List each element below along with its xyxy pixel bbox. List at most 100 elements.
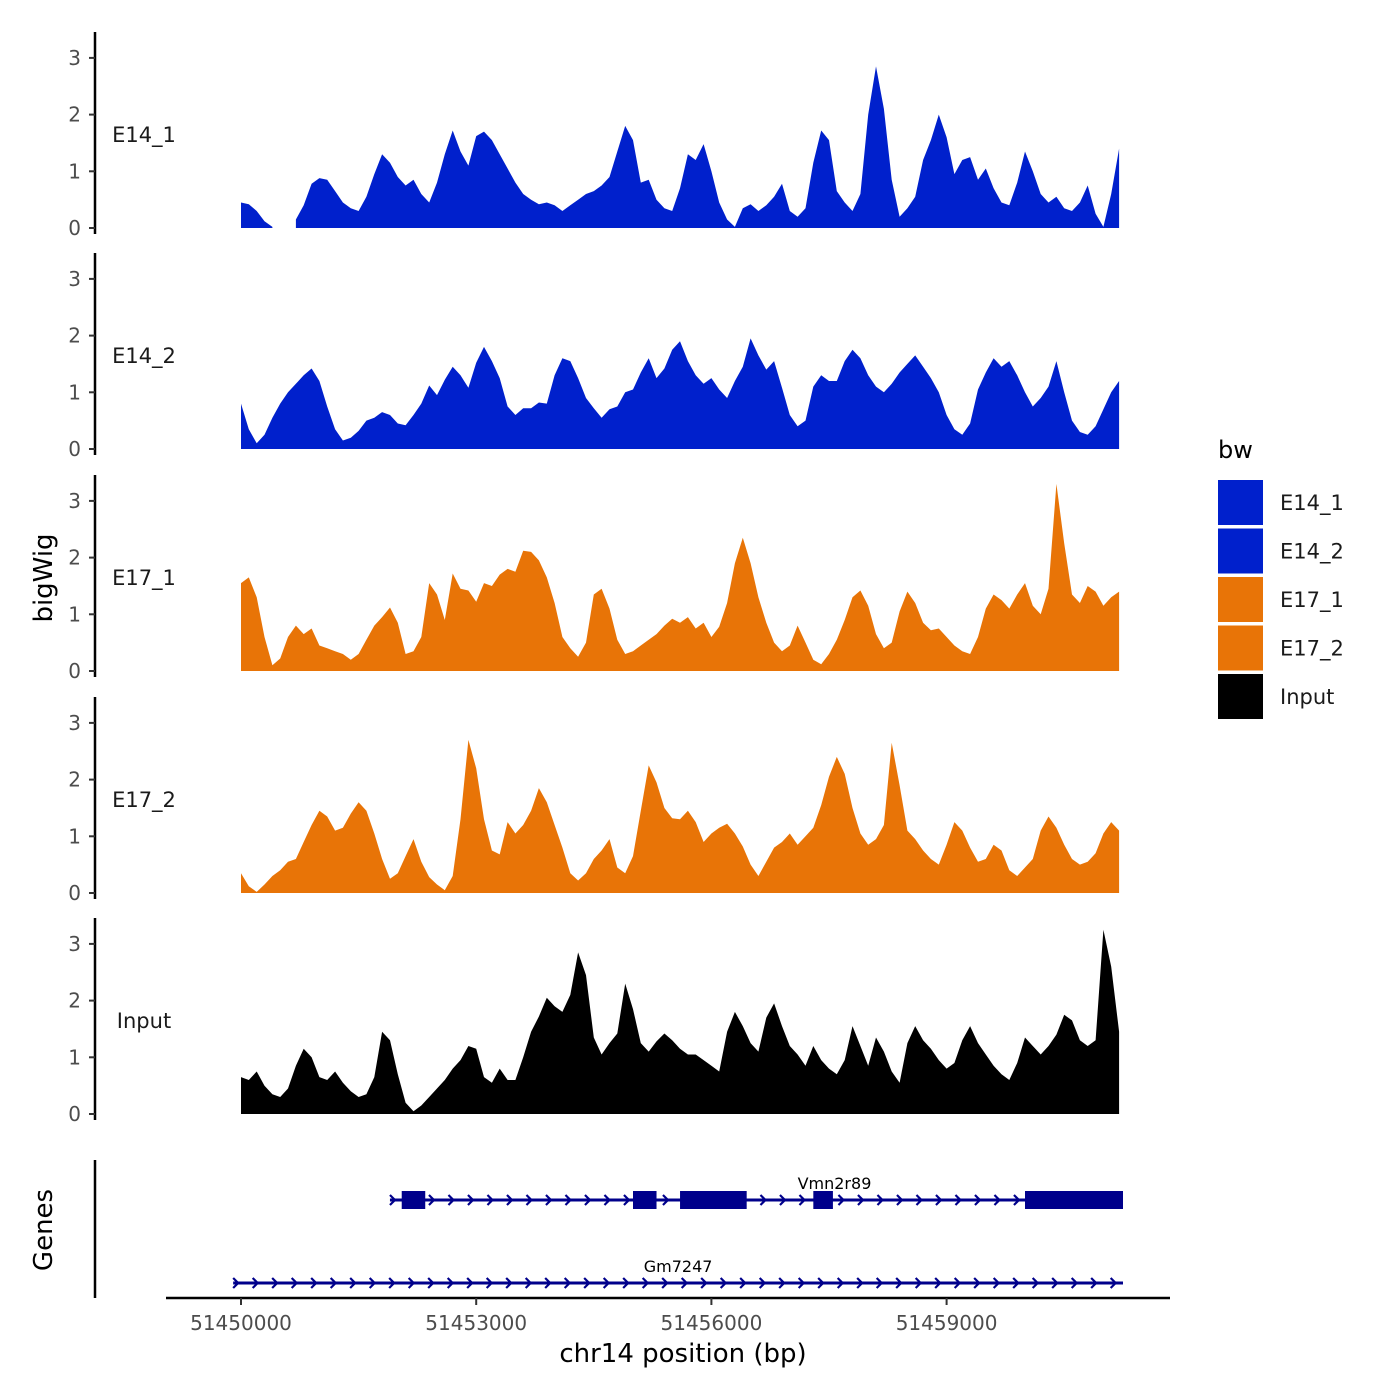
coverage-area <box>241 739 1120 893</box>
strand-arrow-icon <box>290 1277 299 1289</box>
strand-arrow-icon <box>467 1194 475 1206</box>
legend-label: E17_2 <box>1280 637 1344 662</box>
legend: bw E14_1 E14_2 E17_1 E17_2 Input <box>1218 436 1344 719</box>
y-tick-label: 3 <box>68 46 81 70</box>
coverage-area <box>241 929 1120 1114</box>
strand-arrow-icon <box>953 1277 962 1289</box>
track-Input: 0 1 2 3 Input <box>68 918 1120 1126</box>
gene-Vmn2r89: Vmn2r89 <box>389 1174 1123 1209</box>
track-E14_1: 0 1 2 3 E14_1 <box>68 32 1120 240</box>
legend-item-E14_1: E14_1 <box>1218 480 1344 525</box>
strand-arrow-icon <box>954 1194 963 1206</box>
y-tick-label: 2 <box>68 989 81 1013</box>
exon <box>813 1191 833 1209</box>
genes-panel-title: Genes <box>29 1189 59 1271</box>
strand-arrow-icon <box>836 1277 845 1289</box>
y-tick-label: 1 <box>68 380 81 404</box>
legend-item-E17_2: E17_2 <box>1218 625 1344 671</box>
strand-arrow-icon <box>1013 1194 1021 1206</box>
y-tick-label: 0 <box>68 659 81 683</box>
strand-arrow-icon <box>623 1194 631 1206</box>
y-tick-label: 1 <box>68 824 81 848</box>
strand-arrow-icon <box>700 1277 708 1289</box>
legend-label: E14_2 <box>1280 540 1344 565</box>
legend-label: E17_1 <box>1280 588 1344 613</box>
y-tick-label: 2 <box>68 546 81 570</box>
strand-arrow-icon <box>329 1277 338 1289</box>
strand-arrow-icon <box>1012 1277 1020 1289</box>
track-label: E14_2 <box>112 344 176 369</box>
strand-arrow-icon <box>856 1277 864 1289</box>
exon <box>1025 1191 1123 1209</box>
coverage-area <box>241 483 1120 671</box>
strand-arrow-icon <box>427 1277 435 1289</box>
y-tick-label: 3 <box>68 711 81 735</box>
strand-arrow-icon <box>875 1277 884 1289</box>
strand-arrow-icon <box>993 1194 1002 1206</box>
exon <box>680 1191 747 1209</box>
coverage-area <box>241 202 273 228</box>
strand-arrow-icon <box>915 1194 924 1206</box>
strand-arrow-icon <box>407 1277 416 1289</box>
y-tick-label: 0 <box>68 881 81 905</box>
genes-panel: Gm7247 Vmn2r89 <box>93 1160 1123 1298</box>
strand-arrow-icon <box>564 1194 573 1206</box>
strand-arrow-icon <box>583 1277 591 1289</box>
strand-arrow-icon <box>349 1277 357 1289</box>
track-E17_1: 0 1 2 3 E17_1 <box>68 475 1120 683</box>
legend-swatch <box>1218 528 1263 574</box>
strand-arrow-icon <box>857 1194 865 1206</box>
strand-arrow-icon <box>934 1277 942 1289</box>
tracks-layer: 0 1 2 3 E14_1 0 1 2 3 E14_2 0 1 2 3 E17_1 0 1 2 3 E17_2 0 1 2 3… <box>68 32 1120 1126</box>
legend-swatch <box>1218 674 1263 719</box>
strand-arrow-icon <box>896 1194 904 1206</box>
strand-arrow-icon <box>662 1194 670 1206</box>
x-tick-label: 51450000 <box>190 1311 292 1335</box>
x-tick-label: 51456000 <box>661 1311 763 1335</box>
y-tick-label: 2 <box>68 103 81 127</box>
strand-arrow-icon <box>680 1277 689 1289</box>
strand-arrow-icon <box>1051 1277 1059 1289</box>
strand-arrow-icon <box>486 1194 495 1206</box>
coverage-area <box>241 338 1120 449</box>
strand-arrow-icon <box>1031 1277 1040 1289</box>
strand-arrow-icon <box>837 1194 846 1206</box>
strand-arrow-icon <box>876 1194 885 1206</box>
y-tick-label: 3 <box>68 489 81 513</box>
strand-arrow-icon <box>974 1194 982 1206</box>
y-tick-label: 1 <box>68 602 81 626</box>
strand-arrow-icon <box>544 1277 552 1289</box>
legend-swatch <box>1218 577 1263 622</box>
y-tick-label: 2 <box>68 768 81 792</box>
track-label: E17_2 <box>112 788 176 813</box>
track-label: E17_1 <box>112 566 176 591</box>
strand-arrow-icon <box>310 1277 318 1289</box>
strand-arrow-icon <box>506 1194 514 1206</box>
strand-arrow-icon <box>524 1277 533 1289</box>
x-tick-label: 51459000 <box>896 1311 998 1335</box>
strand-arrow-icon <box>466 1277 474 1289</box>
y-tick-label: 2 <box>68 324 81 348</box>
strand-arrow-icon <box>992 1277 1001 1289</box>
strand-arrow-icon <box>719 1277 728 1289</box>
strand-arrow-icon <box>914 1277 923 1289</box>
legend-swatch <box>1218 480 1263 525</box>
strand-arrow-icon <box>798 1194 807 1206</box>
strand-arrow-icon <box>447 1194 456 1206</box>
y-tick-label: 0 <box>68 1102 81 1126</box>
strand-arrow-icon <box>251 1277 260 1289</box>
strand-arrow-icon <box>817 1277 825 1289</box>
gene-name-label: Gm7247 <box>644 1257 713 1276</box>
strand-arrow-icon <box>271 1277 279 1289</box>
coverage-area <box>295 66 1120 229</box>
strand-arrow-icon <box>602 1277 611 1289</box>
legend-swatch <box>1218 625 1263 671</box>
strand-arrow-icon <box>797 1277 806 1289</box>
y-tick-label: 0 <box>68 437 81 461</box>
y-tick-label: 1 <box>68 1045 81 1069</box>
gene-name-label: Vmn2r89 <box>798 1174 872 1193</box>
strand-arrow-icon <box>641 1277 650 1289</box>
strand-arrow-icon <box>563 1277 572 1289</box>
strand-arrow-icon <box>428 1194 436 1206</box>
